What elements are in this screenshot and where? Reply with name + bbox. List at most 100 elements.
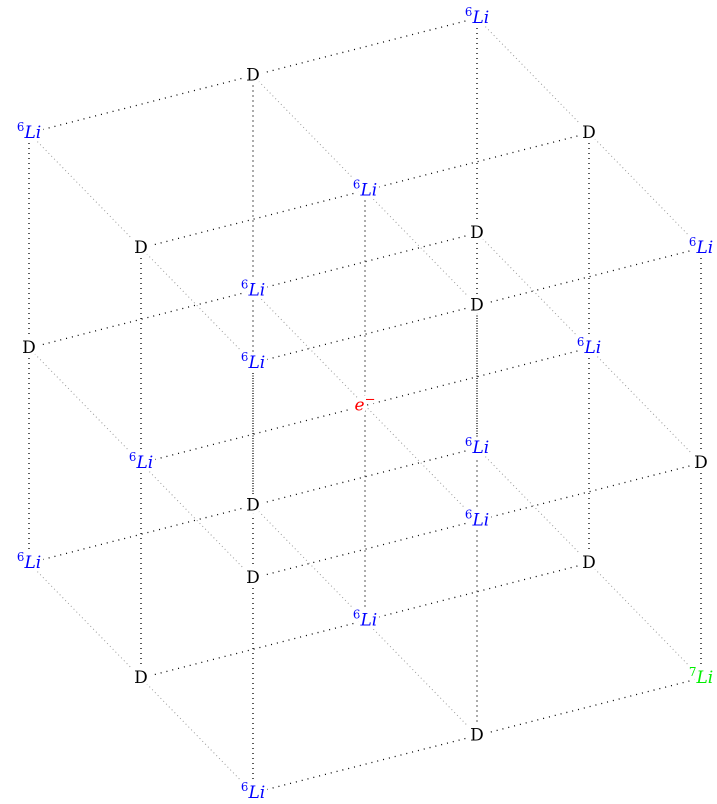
symbol: D	[134, 238, 148, 258]
edge	[364, 132, 590, 192]
symbol: D	[22, 338, 36, 358]
mass-number: 6	[577, 335, 585, 349]
edge	[252, 519, 478, 579]
node-label: 6Li	[353, 177, 377, 200]
symbol: D	[470, 295, 484, 315]
symbol: D	[694, 453, 708, 473]
mass-number: 6	[241, 277, 249, 291]
edge	[28, 504, 254, 564]
edge	[252, 290, 366, 406]
symbol: Li	[247, 783, 265, 803]
symbol: Li	[471, 8, 489, 28]
mass-number: 6	[353, 607, 361, 621]
node-label: D	[582, 123, 596, 143]
edge	[364, 620, 478, 736]
edge	[28, 562, 142, 679]
edge	[252, 75, 366, 191]
edge	[588, 132, 702, 249]
edge	[28, 132, 142, 249]
node-label: e−	[355, 392, 376, 415]
symbol: D	[246, 495, 260, 515]
mass-number: 6	[353, 177, 361, 191]
node-label: 6Li	[241, 780, 265, 803]
mass-number: 6	[465, 435, 473, 449]
node-label: D	[134, 238, 148, 258]
symbol: Li	[471, 510, 489, 530]
edge	[252, 734, 478, 794]
node-label: 6Li	[465, 5, 489, 28]
symbol: Li	[359, 610, 377, 630]
edge	[252, 304, 478, 364]
mass-number: 6	[129, 450, 137, 464]
symbol: D	[582, 553, 596, 573]
edge	[588, 347, 702, 464]
edge	[476, 247, 702, 307]
node-label: 6Li	[465, 507, 489, 530]
edge	[28, 74, 254, 134]
mass-number: 7	[689, 665, 697, 679]
mass-number: 6	[465, 507, 473, 521]
node-label: D	[246, 495, 260, 515]
symbol: e	[355, 395, 365, 415]
node-label: D	[134, 668, 148, 688]
symbol: D	[582, 123, 596, 143]
edge	[252, 505, 366, 621]
edge	[364, 405, 478, 521]
symbol: Li	[247, 353, 265, 373]
edge	[364, 190, 478, 306]
symbol: D	[470, 223, 484, 243]
mass-number: 6	[241, 780, 249, 794]
symbol: D	[470, 725, 484, 745]
mass-number: 6	[465, 5, 473, 19]
edge	[28, 347, 142, 464]
edge	[252, 17, 478, 77]
edge	[476, 447, 590, 564]
node-label: 6Li	[353, 607, 377, 630]
node-label: 6Li	[17, 120, 41, 143]
symbol: D	[246, 65, 260, 85]
node-label: D	[582, 553, 596, 573]
edge	[28, 289, 254, 349]
node-label: D	[246, 568, 260, 588]
mass-number: 6	[689, 235, 697, 249]
edges	[28, 17, 702, 794]
edge	[140, 247, 254, 364]
edge	[252, 232, 478, 292]
node-label: D	[694, 453, 708, 473]
edge	[252, 447, 478, 507]
symbol: Li	[135, 453, 153, 473]
symbol: D	[246, 568, 260, 588]
symbol: D	[134, 668, 148, 688]
edge	[476, 17, 590, 134]
mass-number: 6	[17, 120, 25, 134]
edge	[140, 677, 254, 794]
symbol: Li	[247, 280, 265, 300]
edge	[140, 404, 366, 464]
node-label: 6Li	[577, 335, 601, 358]
node-label: 7Li	[689, 665, 713, 688]
node-label: D	[470, 725, 484, 745]
edge	[140, 619, 366, 679]
symbol: Li	[359, 180, 377, 200]
symbol: Li	[23, 123, 41, 143]
edge	[140, 462, 254, 579]
node-label: 6Li	[689, 235, 713, 258]
node-label: D	[22, 338, 36, 358]
node-label: 6Li	[241, 350, 265, 373]
edge	[364, 562, 590, 622]
symbol: Li	[23, 553, 41, 573]
symbol: Li	[695, 668, 713, 688]
mass-number: 6	[241, 350, 249, 364]
node-label: 6Li	[129, 450, 153, 473]
edge	[364, 347, 590, 407]
symbol: Li	[471, 438, 489, 458]
node-label: 6Li	[17, 550, 41, 573]
edge	[588, 562, 702, 679]
edge	[476, 232, 590, 349]
charge: −	[365, 392, 376, 407]
edge	[476, 462, 702, 522]
edge	[140, 189, 366, 249]
edge	[476, 677, 702, 737]
